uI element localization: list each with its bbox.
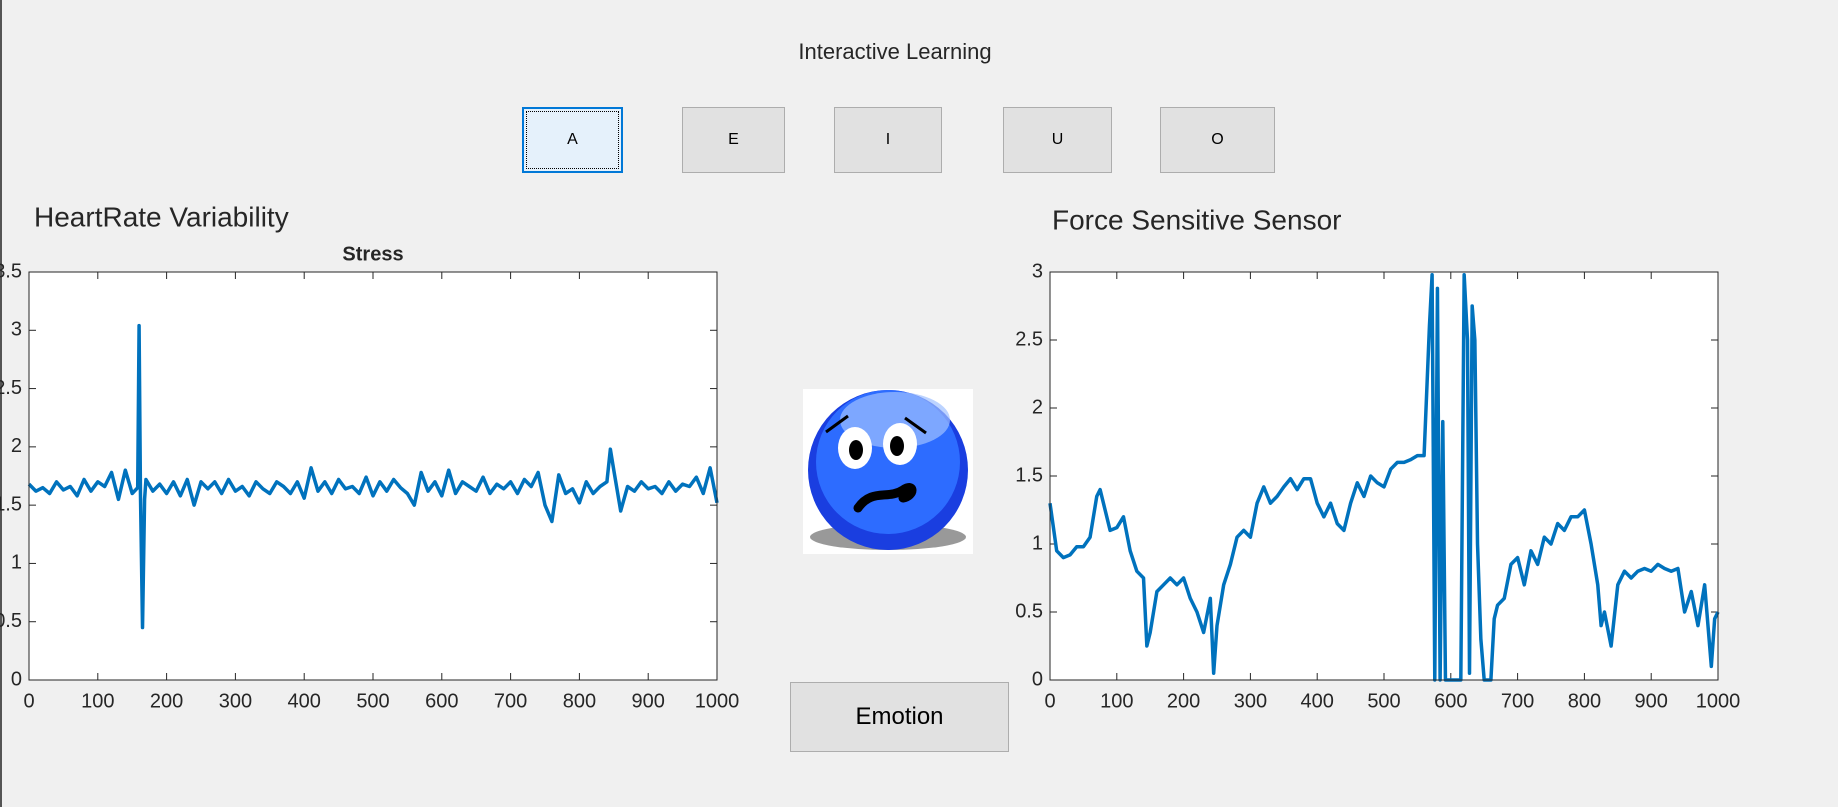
panel-title: Force Sensitive Sensor: [1052, 204, 1341, 235]
y-tick-label: 1: [11, 552, 22, 574]
x-tick-label: 100: [1100, 690, 1133, 712]
y-tick-label: 0.5: [0, 610, 22, 632]
plot-frame: [28, 271, 718, 681]
y-tick-label: 0: [11, 668, 22, 690]
emotion-button[interactable]: Emotion: [790, 682, 1009, 752]
x-tick-label: 700: [494, 690, 527, 712]
x-tick-label: 1000: [1696, 690, 1741, 712]
plot-frame: [1049, 271, 1719, 681]
vowel-button[interactable]: O: [1160, 107, 1275, 173]
x-tick-label: 300: [1234, 690, 1267, 712]
x-tick-label: 100: [81, 690, 114, 712]
x-tick-label: 1000: [695, 690, 740, 712]
y-tick-label: 3.5: [0, 260, 22, 282]
y-tick-label: 0.5: [1015, 600, 1043, 622]
y-tick-label: 2.5: [1015, 328, 1043, 350]
vowel-button[interactable]: E: [682, 107, 785, 173]
x-tick-label: 900: [632, 690, 665, 712]
y-tick-label: 2.5: [0, 377, 22, 399]
vowel-button[interactable]: I: [834, 107, 942, 173]
x-tick-label: 900: [1635, 690, 1668, 712]
panel-title: HeartRate Variability: [34, 201, 289, 232]
y-tick-label: 1.5: [1015, 464, 1043, 486]
x-tick-label: 200: [150, 690, 183, 712]
x-tick-label: 0: [23, 690, 34, 712]
x-tick-label: 500: [1367, 690, 1400, 712]
x-tick-label: 600: [425, 690, 458, 712]
x-tick-label: 600: [1434, 690, 1467, 712]
x-tick-label: 700: [1501, 690, 1534, 712]
data-line: [1048, 272, 1720, 682]
x-tick-label: 0: [1044, 690, 1055, 712]
chart-title: Stress: [342, 243, 403, 265]
y-tick-label: 0: [1032, 668, 1043, 690]
x-tick-label: 400: [1301, 690, 1334, 712]
x-tick-label: 400: [288, 690, 321, 712]
x-tick-label: 500: [356, 690, 389, 712]
y-tick-label: 2: [1032, 396, 1043, 418]
y-tick-label: 1: [1032, 532, 1043, 554]
vowel-button[interactable]: U: [1003, 107, 1112, 173]
x-tick-label: 300: [219, 690, 252, 712]
x-tick-label: 800: [1568, 690, 1601, 712]
y-tick-label: 2: [11, 435, 22, 457]
vowel-button[interactable]: A: [522, 107, 623, 173]
app-title: Interactive Learning: [798, 39, 991, 64]
y-tick-label: 1.5: [0, 493, 22, 515]
y-tick-label: 3: [11, 319, 22, 341]
x-tick-label: 800: [563, 690, 596, 712]
x-tick-label: 200: [1167, 690, 1200, 712]
y-tick-label: 3: [1032, 260, 1043, 282]
plot-area: [1050, 272, 1718, 680]
data-line: [27, 323, 719, 630]
emoji-face: [803, 389, 973, 554]
